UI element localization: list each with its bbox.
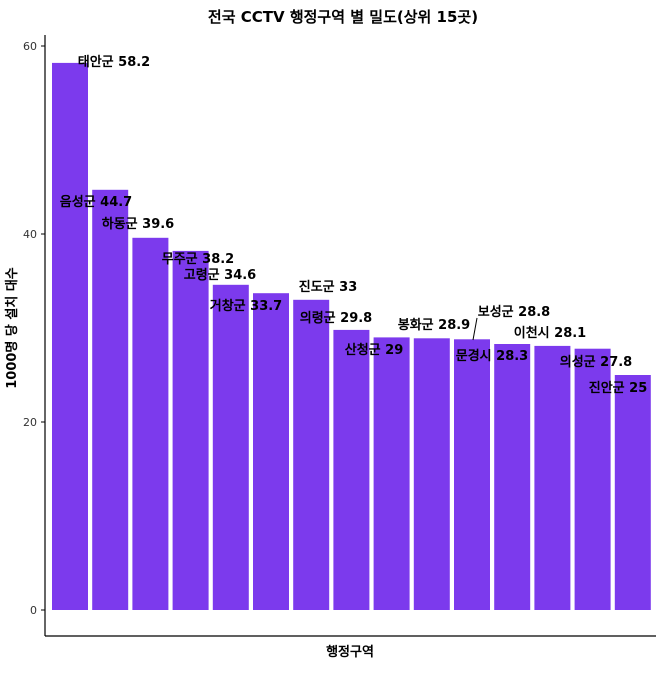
bar-무주군 <box>172 250 209 610</box>
data-label-봉화군: 봉화군 28.9 <box>398 317 470 333</box>
x-axis-title: 행정구역 <box>326 644 374 660</box>
data-label-의령군: 의령군 29.8 <box>300 310 372 326</box>
bar-고령군 <box>212 284 249 610</box>
bar-진안군 <box>614 375 651 610</box>
bar-진도군 <box>293 299 330 610</box>
data-label-음성군: 음성군 44.7 <box>60 194 132 210</box>
bar-하동군 <box>132 237 169 611</box>
data-label-무주군: 무주군 38.2 <box>162 252 234 267</box>
y-ticks-group: 0 20 40 60 <box>23 40 45 617</box>
bar-문경시 <box>454 339 490 610</box>
bar-의령군 <box>333 329 370 610</box>
bar-봉화군 <box>413 338 450 610</box>
y-axis-title: 1000명 당 설치 대수 <box>4 267 20 389</box>
y-tick-label-0: 0 <box>30 604 37 617</box>
label-leader-line <box>472 317 478 341</box>
bar-음성군 <box>92 189 129 611</box>
chart-title: 전국 CCTV 행정구역 별 밀도(상위 15곳) <box>208 8 478 26</box>
bar-산청군 <box>373 337 410 610</box>
data-label-의성군: 의성군 27.8 <box>560 354 632 370</box>
bar-거창군 <box>253 293 289 610</box>
data-label-진안군: 진안군 25 <box>589 380 648 396</box>
y-tick-label-60: 60 <box>23 40 37 53</box>
y-tick-label-40: 40 <box>23 228 37 241</box>
data-label-이천시: 이천시 28.1 <box>514 325 586 341</box>
data-label-진도군: 진도군 33 <box>299 279 358 295</box>
bars-group <box>52 62 651 611</box>
bar-보성군 <box>494 344 531 610</box>
data-label-거창군: 거창군 33.7 <box>210 298 282 314</box>
bar-이천시 <box>534 345 571 610</box>
bar-태안군 <box>52 62 88 610</box>
y-tick-label-20: 20 <box>23 416 37 429</box>
data-label-고령군: 고령군 34.6 <box>184 268 256 283</box>
data-label-하동군: 하동군 39.6 <box>102 216 174 232</box>
bar-의성군 <box>574 348 611 610</box>
data-label-보성군: 보성군 28.8 <box>478 305 550 320</box>
data-label-태안군: 태안군 58.2 <box>78 54 150 70</box>
data-label-산청군: 산청군 29 <box>345 342 404 358</box>
data-label-문경시: 문경시 28.3 <box>456 348 528 364</box>
